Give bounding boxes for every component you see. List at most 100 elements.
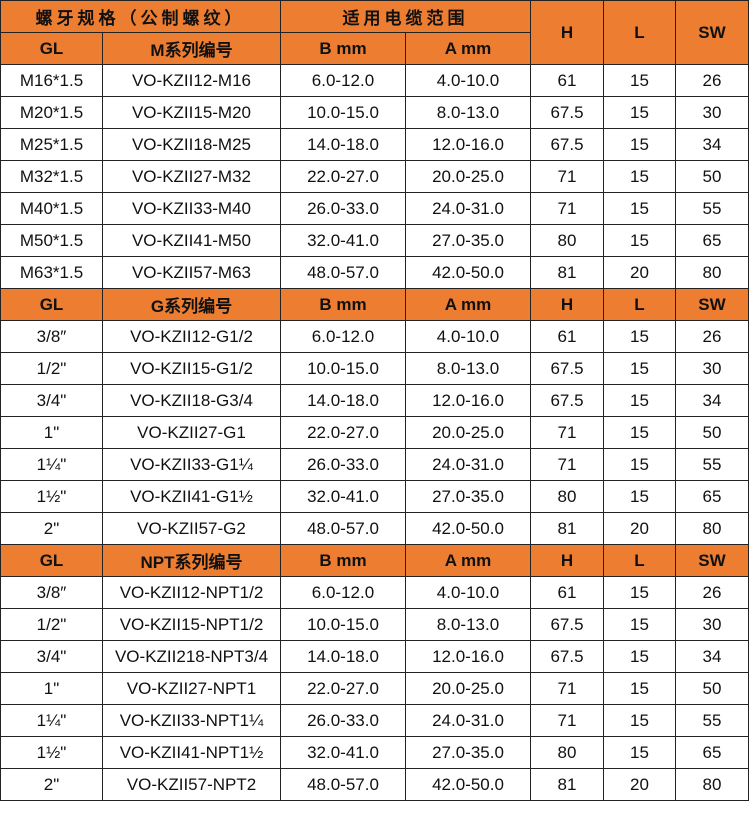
table-row: 1" VO-KZII27-G1 22.0-27.0 20.0-25.0 71 15 50 bbox=[0, 416, 749, 449]
table-cell: 65 bbox=[675, 480, 749, 513]
table-cell: 15 bbox=[603, 160, 676, 193]
section-header-row: GL G系列编号 B mm A mm H L SW bbox=[0, 288, 749, 321]
cable-range-header: 适用电缆范围 bbox=[280, 0, 531, 33]
table-cell: 26 bbox=[675, 320, 749, 353]
column-header: H bbox=[530, 288, 604, 321]
table-cell: 27.0-35.0 bbox=[405, 224, 531, 257]
table-cell: 1½" bbox=[0, 480, 103, 513]
table-cell: 26.0-33.0 bbox=[280, 192, 406, 225]
table-cell: 12.0-16.0 bbox=[405, 640, 531, 673]
table-cell: VO-KZII12-G1/2 bbox=[102, 320, 281, 353]
table-cell: 15 bbox=[603, 352, 676, 385]
table-cell: 15 bbox=[603, 480, 676, 513]
column-header: SW bbox=[675, 544, 749, 577]
table-row: 2" VO-KZII57-NPT2 48.0-57.0 42.0-50.0 81 20 80 bbox=[0, 768, 749, 801]
table-cell: 22.0-27.0 bbox=[280, 416, 406, 449]
table-cell: 65 bbox=[675, 736, 749, 769]
table-cell: 15 bbox=[603, 640, 676, 673]
table-cell: 26.0-33.0 bbox=[280, 704, 406, 737]
table-cell: 24.0-31.0 bbox=[405, 448, 531, 481]
column-header: L bbox=[603, 544, 676, 577]
table-cell: 8.0-13.0 bbox=[405, 608, 531, 641]
table-cell: 71 bbox=[530, 672, 604, 705]
table-cell: 4.0-10.0 bbox=[405, 576, 531, 609]
table-cell: 50 bbox=[675, 672, 749, 705]
table-cell: 15 bbox=[603, 192, 676, 225]
table-cell: 71 bbox=[530, 448, 604, 481]
table-row: 3/4" VO-KZII218-NPT3/4 14.0-18.0 12.0-16.0 6… bbox=[0, 640, 749, 673]
table-cell: 42.0-50.0 bbox=[405, 256, 531, 289]
table-cell: 20 bbox=[603, 512, 676, 545]
table-cell: VO-KZII57-NPT2 bbox=[102, 768, 281, 801]
column-header: B mm bbox=[280, 288, 406, 321]
table-cell: VO-KZII18-G3/4 bbox=[102, 384, 281, 417]
table-row: M63*1.5 VO-KZII57-M63 48.0-57.0 42.0-50.0 81… bbox=[0, 256, 749, 289]
table-cell: VO-KZII41-M50 bbox=[102, 224, 281, 257]
column-header: H bbox=[530, 544, 604, 577]
column-header: SW bbox=[675, 288, 749, 321]
table-cell: 14.0-18.0 bbox=[280, 640, 406, 673]
table-cell: 30 bbox=[675, 352, 749, 385]
section-header-row: GL NPT系列编号 B mm A mm H L SW bbox=[0, 544, 749, 577]
table-row: M16*1.5 VO-KZII12-M16 6.0-12.0 4.0-10.0 61 15… bbox=[0, 64, 749, 97]
table-cell: 1" bbox=[0, 416, 103, 449]
table-cell: VO-KZII41-G1½ bbox=[102, 480, 281, 513]
table-cell: 22.0-27.0 bbox=[280, 160, 406, 193]
table-cell: 1¼" bbox=[0, 704, 103, 737]
table-cell: VO-KZII33-G1¼ bbox=[102, 448, 281, 481]
table-cell: 30 bbox=[675, 608, 749, 641]
table-cell: 81 bbox=[530, 512, 604, 545]
table-cell: 15 bbox=[603, 608, 676, 641]
table-cell: 67.5 bbox=[530, 352, 604, 385]
table-cell: 67.5 bbox=[530, 96, 604, 129]
column-header: NPT系列编号 bbox=[102, 544, 281, 577]
table-cell: 42.0-50.0 bbox=[405, 768, 531, 801]
column-header: A mm bbox=[405, 288, 531, 321]
table-cell: 3/8″ bbox=[0, 320, 103, 353]
table-cell: 26 bbox=[675, 576, 749, 609]
table-cell: 48.0-57.0 bbox=[280, 768, 406, 801]
table-row: 2" VO-KZII57-G2 48.0-57.0 42.0-50.0 81 20 80 bbox=[0, 512, 749, 545]
column-header: L bbox=[603, 288, 676, 321]
table-cell: 20 bbox=[603, 256, 676, 289]
table-row: 1½" VO-KZII41-NPT1½ 32.0-41.0 27.0-35.0 80 15… bbox=[0, 736, 749, 769]
table-cell: 71 bbox=[530, 416, 604, 449]
table-cell: 34 bbox=[675, 384, 749, 417]
table-row: 3/8″ VO-KZII12-NPT1/2 6.0-12.0 4.0-10.0 61 15… bbox=[0, 576, 749, 609]
table-cell: 2" bbox=[0, 768, 103, 801]
table-cell: 15 bbox=[603, 320, 676, 353]
table-cell: 15 bbox=[603, 224, 676, 257]
table-cell: 32.0-41.0 bbox=[280, 224, 406, 257]
table-cell: 15 bbox=[603, 64, 676, 97]
column-header: A mm bbox=[405, 32, 531, 65]
table-cell: 48.0-57.0 bbox=[280, 512, 406, 545]
table-row: 1/2" VO-KZII15-G1/2 10.0-15.0 8.0-13.0 67.5 1… bbox=[0, 352, 749, 385]
table-cell: 65 bbox=[675, 224, 749, 257]
table-cell: 26.0-33.0 bbox=[280, 448, 406, 481]
table-cell: VO-KZII27-G1 bbox=[102, 416, 281, 449]
table-cell: 42.0-50.0 bbox=[405, 512, 531, 545]
table-cell: 20.0-25.0 bbox=[405, 672, 531, 705]
table-cell: 1/2" bbox=[0, 608, 103, 641]
table-cell: M40*1.5 bbox=[0, 192, 103, 225]
table-cell: 80 bbox=[675, 768, 749, 801]
column-header: GL bbox=[0, 32, 103, 65]
table-cell: 81 bbox=[530, 768, 604, 801]
table-cell: 67.5 bbox=[530, 608, 604, 641]
table-cell: 15 bbox=[603, 128, 676, 161]
table-cell: 80 bbox=[530, 736, 604, 769]
table-cell: 55 bbox=[675, 704, 749, 737]
table-cell: M32*1.5 bbox=[0, 160, 103, 193]
table-cell: 15 bbox=[603, 704, 676, 737]
table-cell: 4.0-10.0 bbox=[405, 64, 531, 97]
table-row: M32*1.5 VO-KZII27-M32 22.0-27.0 20.0-25.0 71… bbox=[0, 160, 749, 193]
table-row: 1¼" VO-KZII33-NPT1¼ 26.0-33.0 24.0-31.0 71 15… bbox=[0, 704, 749, 737]
table-cell: 48.0-57.0 bbox=[280, 256, 406, 289]
table-cell: 32.0-41.0 bbox=[280, 736, 406, 769]
table-cell: 1" bbox=[0, 672, 103, 705]
table-row: 3/4" VO-KZII18-G3/4 14.0-18.0 12.0-16.0 67.5… bbox=[0, 384, 749, 417]
table-cell: 12.0-16.0 bbox=[405, 384, 531, 417]
table-cell: 67.5 bbox=[530, 384, 604, 417]
table-cell: VO-KZII12-M16 bbox=[102, 64, 281, 97]
column-header: B mm bbox=[280, 32, 406, 65]
